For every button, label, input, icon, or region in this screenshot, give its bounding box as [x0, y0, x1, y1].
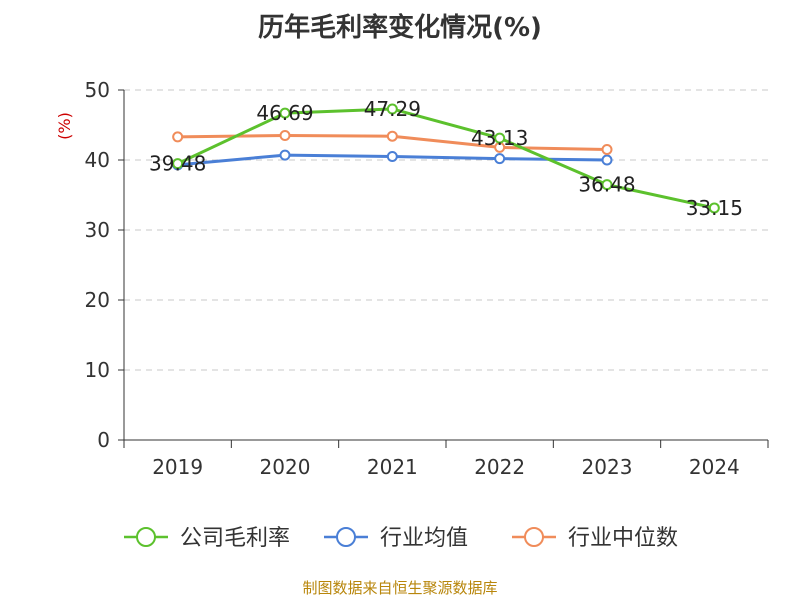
data-point — [386, 103, 398, 115]
legend-label: 行业均值 — [380, 526, 468, 551]
data-point — [494, 132, 506, 144]
chart-title: 历年毛利率变化情况(%) — [258, 12, 542, 43]
legend-marker — [336, 527, 356, 547]
y-tick-label: 10 — [85, 358, 110, 382]
x-tick-label: 2023 — [582, 455, 633, 479]
data-label: 47.29 — [364, 97, 421, 121]
data-point — [601, 179, 613, 191]
data-source-note: 制图数据来自恒生聚源数据库 — [302, 579, 497, 597]
legend-label: 行业中位数 — [568, 526, 678, 551]
data-point — [172, 131, 184, 143]
y-axis-unit: (%) — [55, 112, 74, 140]
data-point — [172, 158, 184, 170]
x-tick-label: 2019 — [152, 455, 203, 479]
x-tick-label: 2022 — [474, 455, 525, 479]
legend-marker — [524, 527, 544, 547]
data-point — [708, 202, 720, 214]
x-tick-label: 2020 — [260, 455, 311, 479]
data-point — [386, 130, 398, 142]
data-label: 36.48 — [578, 173, 635, 197]
x-tick-label: 2024 — [689, 455, 740, 479]
x-tick-label: 2021 — [367, 455, 418, 479]
data-point — [279, 107, 291, 119]
data-label: 43.13 — [471, 126, 528, 150]
data-point — [279, 130, 291, 141]
data-label: 39.48 — [149, 152, 206, 176]
legend-marker — [136, 527, 156, 547]
data-point — [494, 153, 506, 165]
y-tick-label: 0 — [97, 428, 110, 452]
y-tick-label: 40 — [85, 148, 110, 172]
series-line — [177, 107, 715, 210]
data-point — [601, 144, 613, 155]
data-label: 33.15 — [686, 196, 743, 220]
data-label: 46.69 — [256, 101, 313, 125]
y-tick-label: 30 — [85, 218, 110, 242]
data-point — [279, 149, 291, 161]
data-point — [601, 154, 613, 166]
y-tick-label: 50 — [85, 78, 110, 102]
data-point — [386, 151, 398, 162]
y-tick-label: 20 — [85, 288, 110, 312]
legend-label: 公司毛利率 — [180, 526, 290, 551]
